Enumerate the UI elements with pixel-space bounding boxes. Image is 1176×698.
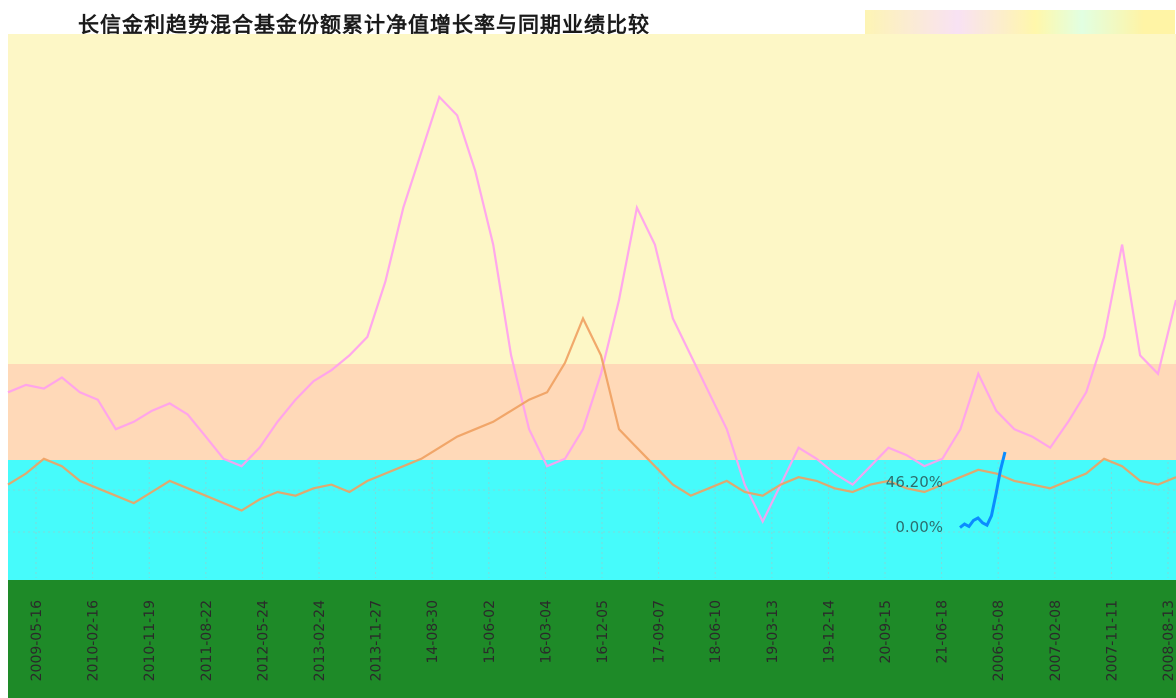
x-tick-label: 20-09-15: [878, 600, 894, 664]
x-tick-label: 2009-05-16: [29, 600, 45, 681]
series-line-1: [7, 315, 1176, 512]
series-line-0: [7, 94, 1176, 525]
x-tick-label: 2008-08-13: [1161, 600, 1176, 681]
x-tick-label: 2013-02-24: [312, 600, 328, 681]
x-tick-label: 2012-05-24: [255, 600, 271, 681]
x-tick-label: 2010-02-16: [86, 600, 102, 681]
x-tick-label: 14-08-30: [425, 600, 441, 664]
blue-line: [959, 451, 1007, 529]
chart-title: 长信金利趋势混合基金份额累计净值增长率与同期业绩比较: [78, 12, 650, 37]
title-decoration: [865, 10, 1175, 36]
x-tick-label: 15-06-02: [482, 600, 498, 664]
x-tick-label: 16-12-05: [595, 600, 611, 664]
band-cyan: [8, 460, 1176, 580]
x-tick-label: 2007-11-11: [1104, 600, 1120, 681]
x-tick-label: 2013-11-27: [369, 600, 385, 681]
x-tick-label: 19-03-13: [765, 600, 781, 664]
x-tick-label: 19-12-14: [821, 600, 837, 664]
x-tick-label: 16-03-04: [538, 600, 554, 664]
x-tick-label: 18-06-10: [708, 600, 724, 664]
x-tick-label: 2007-02-08: [1048, 600, 1064, 681]
x-tick-label: 2006-05-08: [991, 600, 1007, 681]
band-green: [8, 580, 1176, 698]
y-tick-label: 0.00%: [895, 518, 943, 536]
x-tick-label: 2011-08-22: [199, 600, 215, 681]
y-tick-label: 46.20%: [886, 473, 943, 491]
band-top: [8, 34, 1176, 364]
x-tick-label: 2010-11-19: [142, 600, 158, 681]
x-tick-label: 17-09-07: [652, 600, 668, 664]
x-tick-label: 21-06-18: [935, 600, 951, 664]
